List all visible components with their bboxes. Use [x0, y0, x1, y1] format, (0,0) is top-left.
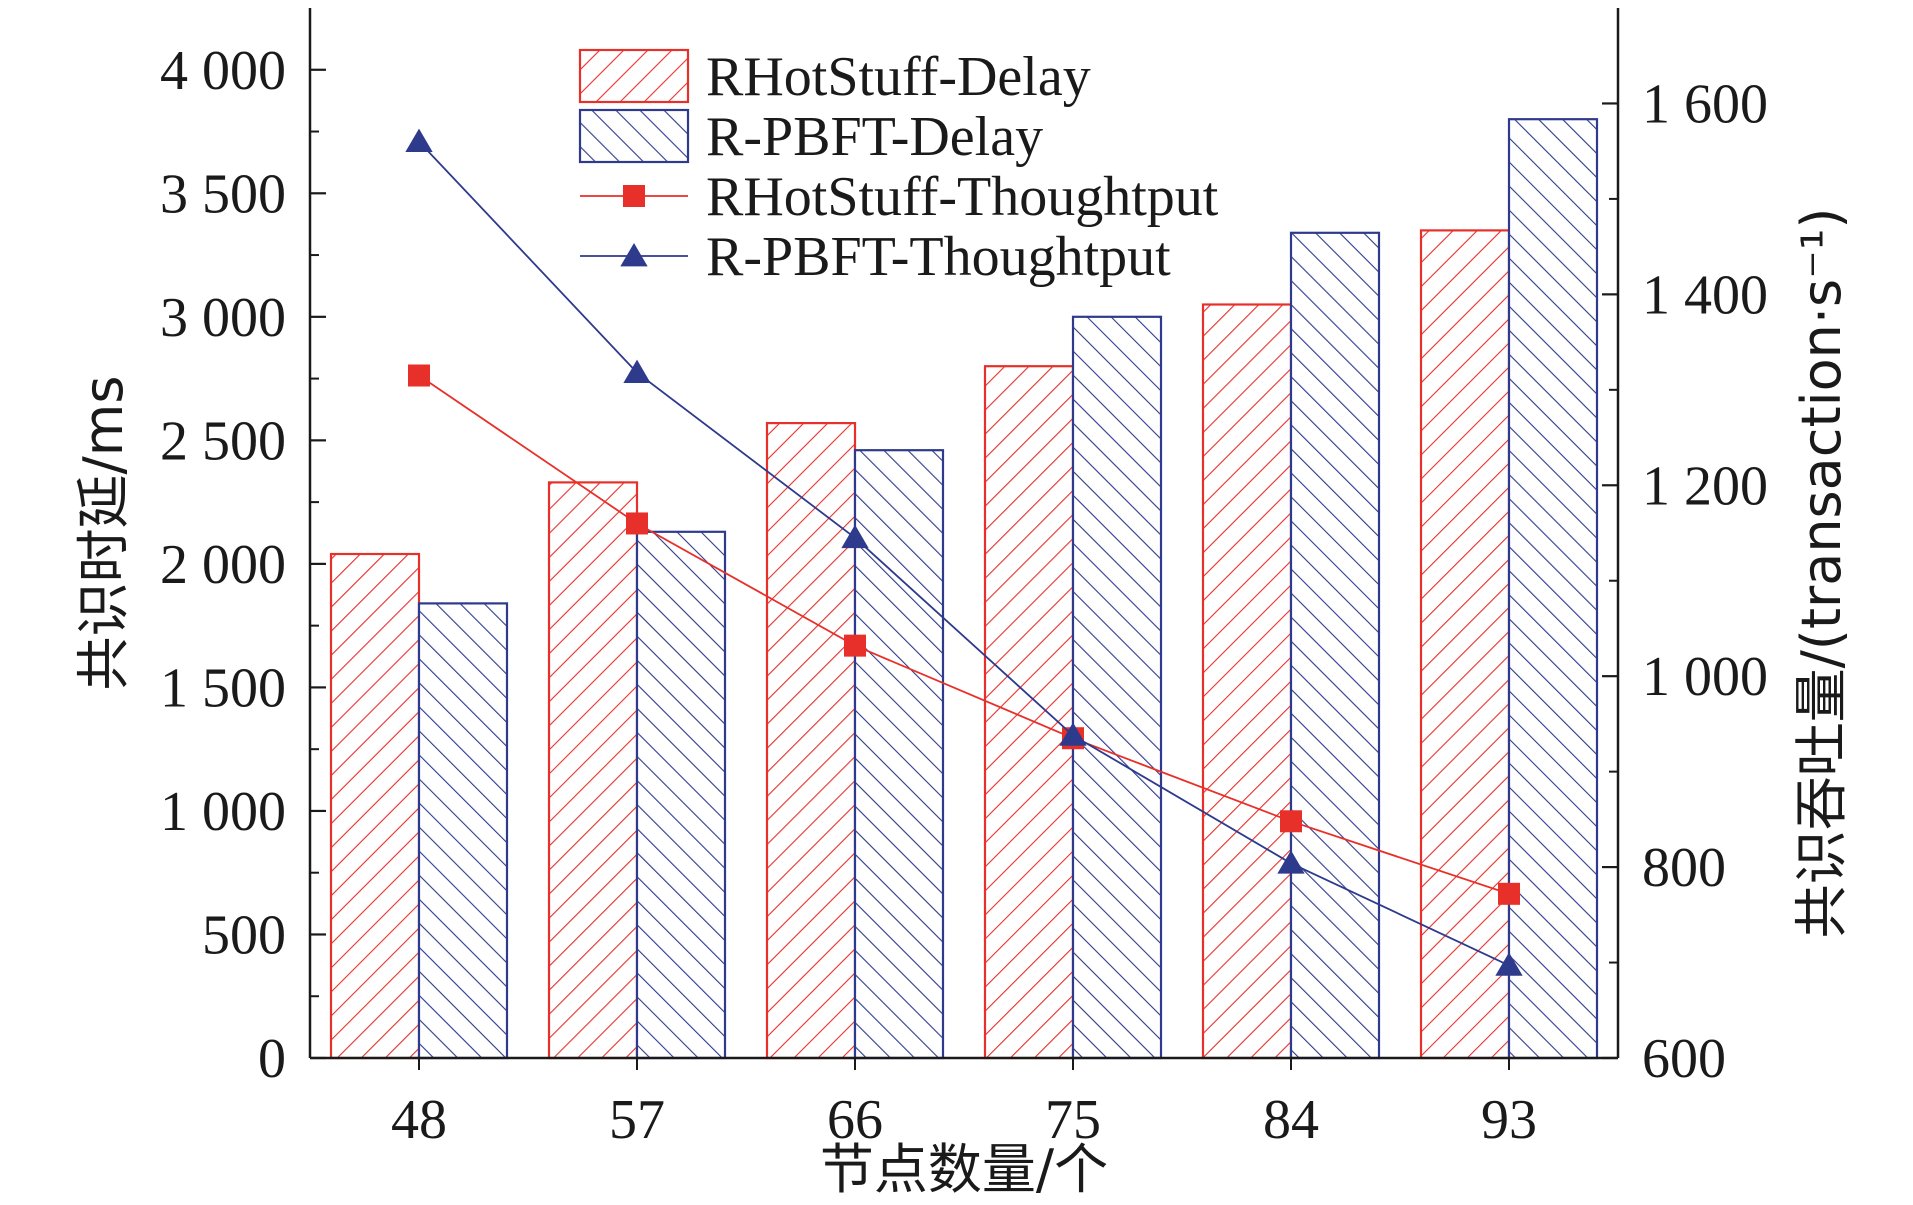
bar-r-pbft-delay-48[interactable] [417, 602, 509, 1060]
bar-rhotstuff-delay-66[interactable] [765, 422, 857, 1060]
y-axis-title-right: 共识吞吐量/(transaction·s⁻¹) [1790, 208, 1853, 939]
y-tick-label-left: 3 500 [160, 163, 286, 225]
y-tick-label-left: 0 [258, 1028, 286, 1090]
bar-r-pbft-delay-66[interactable] [853, 449, 945, 1060]
y-tick-label-left: 1 500 [160, 657, 286, 719]
lines-layer [405, 128, 1523, 976]
y-tick-label-right: 1 600 [1642, 73, 1768, 135]
axes-layer: 0 500 1 000 1 500 2 000 2 500 3 000 3 500 4 000 6… [72, 8, 1853, 1201]
line-r-pbft-thoughtput [418, 140, 1510, 967]
x-tick-label: 57 [609, 1089, 665, 1151]
legend-item-r-pbft-delay[interactable]: R-PBFT-Delay [578, 106, 1043, 168]
bar-r-pbft-delay-93[interactable] [1507, 118, 1599, 1060]
point-rhotstuff-thoughtput-93[interactable] [1498, 882, 1520, 905]
x-tick-label: 48 [391, 1089, 447, 1151]
bar-rhotstuff-delay-75[interactable] [983, 365, 1075, 1060]
bar-rhotstuff-delay-93[interactable] [1419, 229, 1511, 1060]
x-tick-label: 93 [1481, 1089, 1537, 1151]
legend-swatch [578, 48, 690, 104]
bar-rhotstuff-delay-84[interactable] [1201, 303, 1293, 1060]
y-tick-label-left: 4 000 [160, 40, 286, 102]
point-r-pbft-thoughtput-57[interactable] [623, 359, 651, 384]
point-r-pbft-thoughtput-93[interactable] [1495, 952, 1523, 976]
y-axis-title-left: 共识时延/ms [72, 376, 135, 691]
legend-item-r-pbft-thoughtput[interactable]: R-PBFT-Thoughtput [580, 226, 1171, 288]
point-r-pbft-thoughtput-66[interactable] [841, 524, 869, 549]
y-tick-label-right: 1 200 [1642, 455, 1768, 517]
bar-r-pbft-delay-84[interactable] [1289, 231, 1381, 1060]
y-tick-label-left: 3 000 [160, 287, 286, 349]
y-tick-label-left: 500 [202, 904, 286, 966]
y-tick-label-right: 1 000 [1642, 646, 1768, 708]
legend-label: R-PBFT-Thoughtput [706, 226, 1171, 288]
y-tick-label-left: 2 500 [160, 410, 286, 472]
bars-layer [329, 118, 1599, 1060]
y-tick-label-left: 2 000 [160, 534, 286, 596]
legend-label: RHotStuff-Thoughtput [706, 166, 1219, 228]
legend-label: R-PBFT-Delay [706, 106, 1043, 168]
legend-marker[interactable] [620, 243, 648, 267]
bar-rhotstuff-delay-57[interactable] [547, 481, 639, 1060]
x-tick-label: 84 [1263, 1089, 1319, 1151]
line-rhotstuff-thoughtput [418, 374, 1510, 895]
y-tick-label-right: 1 400 [1642, 264, 1768, 326]
legend-item-rhotstuff-thoughtput[interactable]: RHotStuff-Thoughtput [580, 166, 1219, 228]
bar-rhotstuff-delay-48[interactable] [329, 552, 421, 1060]
y-tick-label-right: 600 [1642, 1028, 1726, 1090]
legend-item-rhotstuff-delay[interactable]: RHotStuff-Delay [578, 46, 1091, 108]
x-tick-label: 66 [827, 1089, 883, 1151]
legend-swatch [578, 108, 690, 164]
point-rhotstuff-thoughtput-84[interactable] [1280, 810, 1302, 833]
point-r-pbft-thoughtput-48[interactable] [405, 128, 433, 153]
x-axis-title: 节点数量/个 [820, 1138, 1108, 1201]
legend-label: RHotStuff-Delay [706, 46, 1091, 108]
point-r-pbft-thoughtput-75[interactable] [1059, 722, 1087, 746]
y-tick-label-right: 800 [1642, 837, 1726, 899]
point-rhotstuff-thoughtput-48[interactable] [408, 364, 430, 387]
y-tick-label-left: 1 000 [160, 781, 286, 843]
legend: RHotStuff-DelayR-PBFT-DelayRHotStuff-Tho… [578, 46, 1219, 288]
point-r-pbft-thoughtput-84[interactable] [1277, 850, 1305, 874]
legend-marker[interactable] [623, 185, 645, 207]
bar-r-pbft-delay-57[interactable] [635, 530, 727, 1060]
bar-r-pbft-delay-75[interactable] [1071, 315, 1163, 1060]
point-rhotstuff-thoughtput-66[interactable] [844, 634, 866, 657]
x-tick-label: 75 [1045, 1089, 1101, 1151]
point-rhotstuff-thoughtput-57[interactable] [626, 512, 648, 535]
